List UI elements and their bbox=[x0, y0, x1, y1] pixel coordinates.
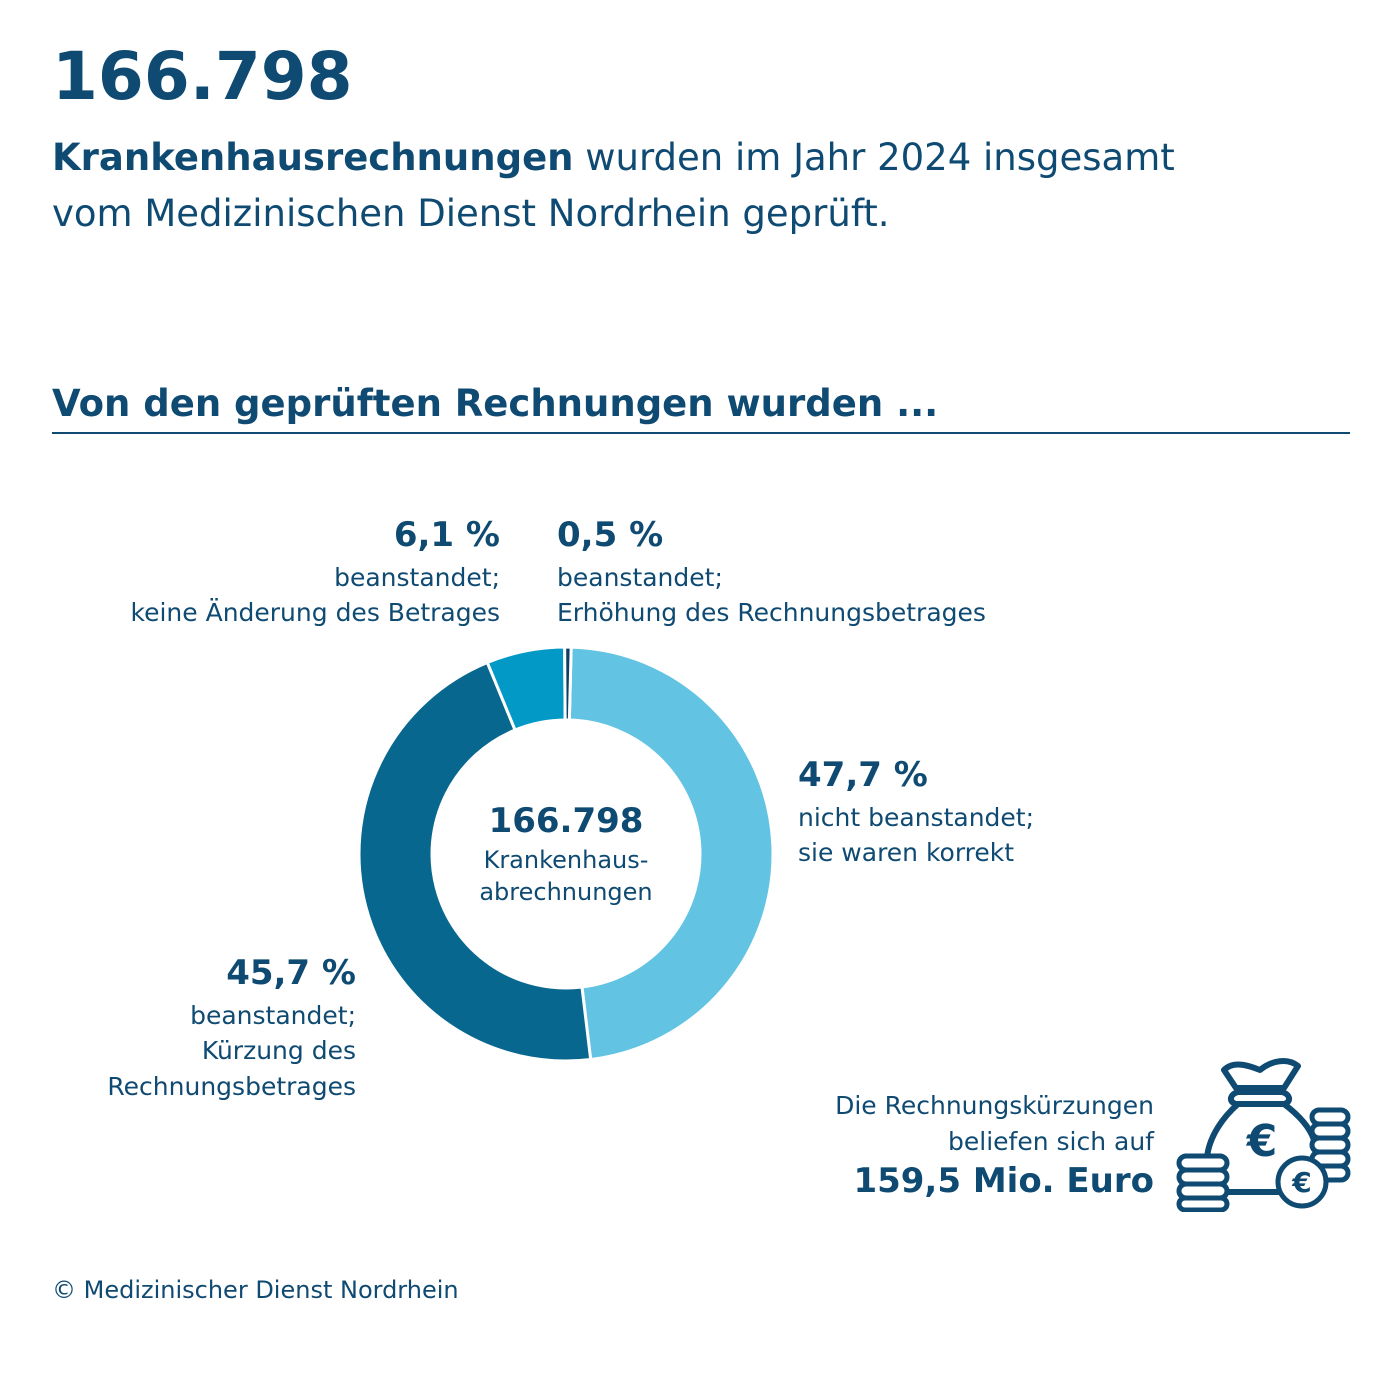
pct-increase: 0,5 % bbox=[557, 515, 664, 555]
savings-line2: beliefen sich auf bbox=[948, 1126, 1154, 1156]
label-no-change: 6,1 % beanstandet; keine Änderung des Be… bbox=[131, 512, 501, 631]
pct-reduction: 45,7 % bbox=[226, 953, 356, 993]
label-reduction: 45,7 % beanstandet; Kürzung des Rechnung… bbox=[107, 950, 356, 1104]
intro-rest-line1: wurden im Jahr 2024 insgesamt bbox=[573, 136, 1175, 179]
intro-line2: vom Medizinischen Dienst Nordrhein geprü… bbox=[52, 191, 890, 235]
slice-increase bbox=[563, 645, 573, 722]
label-not-objected: 47,7 % nicht beanstandet; sie waren korr… bbox=[798, 752, 1034, 871]
section-divider bbox=[52, 432, 1350, 434]
savings-amount: 159,5 Mio. Euro bbox=[853, 1161, 1154, 1201]
desc-not-objected-line1: nicht beanstandet; bbox=[798, 802, 1035, 832]
copyright: © Medizinischer Dienst Nordrhein bbox=[52, 1276, 459, 1304]
desc-reduction-line3: Rechnungsbetrages bbox=[107, 1071, 356, 1101]
intro-bold: Krankenhausrechnungen bbox=[52, 136, 574, 179]
slice-reduction bbox=[357, 660, 593, 1063]
center-value: 166.798 bbox=[489, 801, 644, 841]
slice-not-objected bbox=[567, 645, 775, 1062]
desc-reduction-line1: beanstandet; bbox=[190, 1000, 356, 1030]
savings-note: Die Rechnungskürzungen beliefen sich auf… bbox=[835, 1088, 1154, 1205]
center-label-line2: abrechnungen bbox=[479, 878, 652, 906]
section-subheading: Von den geprüften Rechnungen wurden ... bbox=[52, 382, 939, 425]
desc-increase-line2: Erhöhung des Rechnungsbetrages bbox=[557, 598, 986, 628]
desc-no-change-line1: beanstandet; bbox=[334, 562, 500, 592]
euro-sign-coin: € bbox=[1291, 1166, 1311, 1199]
intro-text: Krankenhausrechnungen wurden im Jahr 202… bbox=[52, 130, 1352, 241]
donut-chart: 166.798 Krankenhaus- abrechnungen bbox=[357, 645, 775, 1063]
desc-reduction-line2: Kürzung des bbox=[201, 1036, 356, 1066]
desc-increase-line1: beanstandet; bbox=[557, 562, 723, 592]
donut-slices bbox=[357, 645, 775, 1063]
euro-sign-bag: € bbox=[1246, 1116, 1278, 1167]
pct-no-change: 6,1 % bbox=[393, 515, 500, 555]
desc-not-objected-line2: sie waren korrekt bbox=[798, 838, 1015, 868]
savings-line1: Die Rechnungskürzungen bbox=[835, 1091, 1154, 1120]
label-increase: 0,5 % beanstandet; Erhöhung des Rechnung… bbox=[557, 512, 986, 631]
headline-number: 166.798 bbox=[52, 38, 353, 115]
desc-no-change-line2: keine Änderung des Betrages bbox=[130, 598, 501, 628]
money-bag-coins-euro-icon: € € bbox=[1176, 1058, 1351, 1212]
pct-not-objected: 47,7 % bbox=[798, 755, 928, 795]
center-label-line1: Krankenhaus- bbox=[484, 846, 649, 874]
